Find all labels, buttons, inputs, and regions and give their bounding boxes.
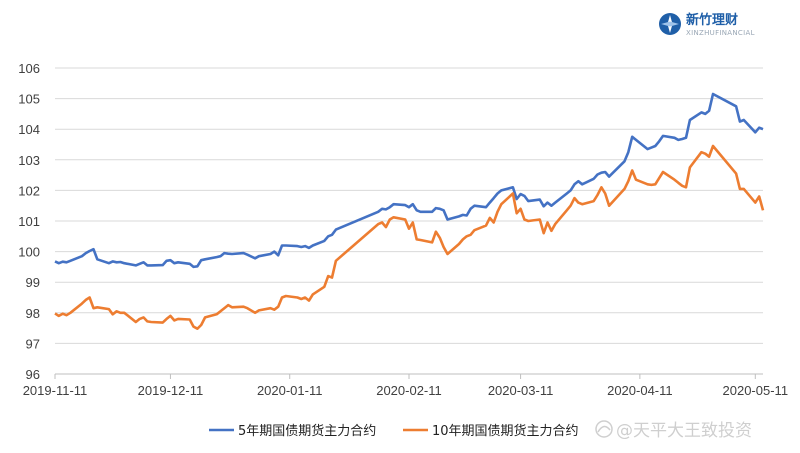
- watermark-text: @天平大王致投资: [616, 421, 752, 441]
- y-tick-label: 99: [26, 275, 40, 290]
- brand-name-cn: 新竹理财: [686, 12, 738, 28]
- x-tick-label: 2020-02-11: [376, 383, 442, 398]
- x-tick-label: 2020-04-11: [607, 383, 673, 398]
- watermark: @天平大王致投资: [595, 420, 752, 441]
- legend: 5年期国债期货主力合约 10年期国债期货主力合约: [209, 423, 579, 439]
- y-tick-label: 105: [18, 92, 40, 107]
- series-line-5y: [54, 92, 764, 269]
- brand-name-en: XINZHUFINANCIAL: [686, 29, 755, 37]
- gridlines: [55, 67, 763, 344]
- legend-item-5y: 5年期国债期货主力合约: [209, 423, 376, 439]
- series-line-10y: [54, 144, 765, 330]
- x-tick-label: 2019-11-11: [23, 383, 88, 398]
- y-tick-label: 100: [18, 245, 40, 260]
- y-tick-label: 106: [18, 61, 40, 76]
- y-tick-label: 101: [18, 214, 40, 229]
- y-tick-label: 103: [18, 153, 40, 168]
- compass-logo-icon: [659, 13, 681, 35]
- x-tick-label: 2020-03-11: [488, 383, 554, 398]
- x-tick-label: 2020-01-11: [257, 383, 323, 398]
- legend-label-5y: 5年期国债期货主力合约: [238, 423, 376, 439]
- y-tick-label: 98: [26, 306, 40, 321]
- x-tick-label: 2019-12-11: [138, 383, 204, 398]
- y-tick-label: 102: [18, 183, 40, 198]
- snowball-icon: [595, 420, 613, 438]
- y-axis-ticks: 96 97 98 99 100 101 102 103 104 105 106: [18, 61, 40, 382]
- y-tick-label: 96: [26, 367, 40, 382]
- series-lines: [54, 92, 765, 330]
- y-tick-label: 104: [18, 122, 40, 137]
- legend-label-10y: 10年期国债期货主力合约: [432, 423, 579, 439]
- y-tick-label: 97: [26, 336, 40, 351]
- x-tick-label: 2020-05-11: [723, 383, 789, 398]
- brand-logo: 新竹理财 XINZHUFINANCIAL: [659, 12, 755, 37]
- x-axis-ticks: 2019-11-11 2019-12-11 2020-01-11 2020-02-11…: [23, 374, 788, 398]
- legend-item-10y: 10年期国债期货主力合约: [403, 423, 579, 439]
